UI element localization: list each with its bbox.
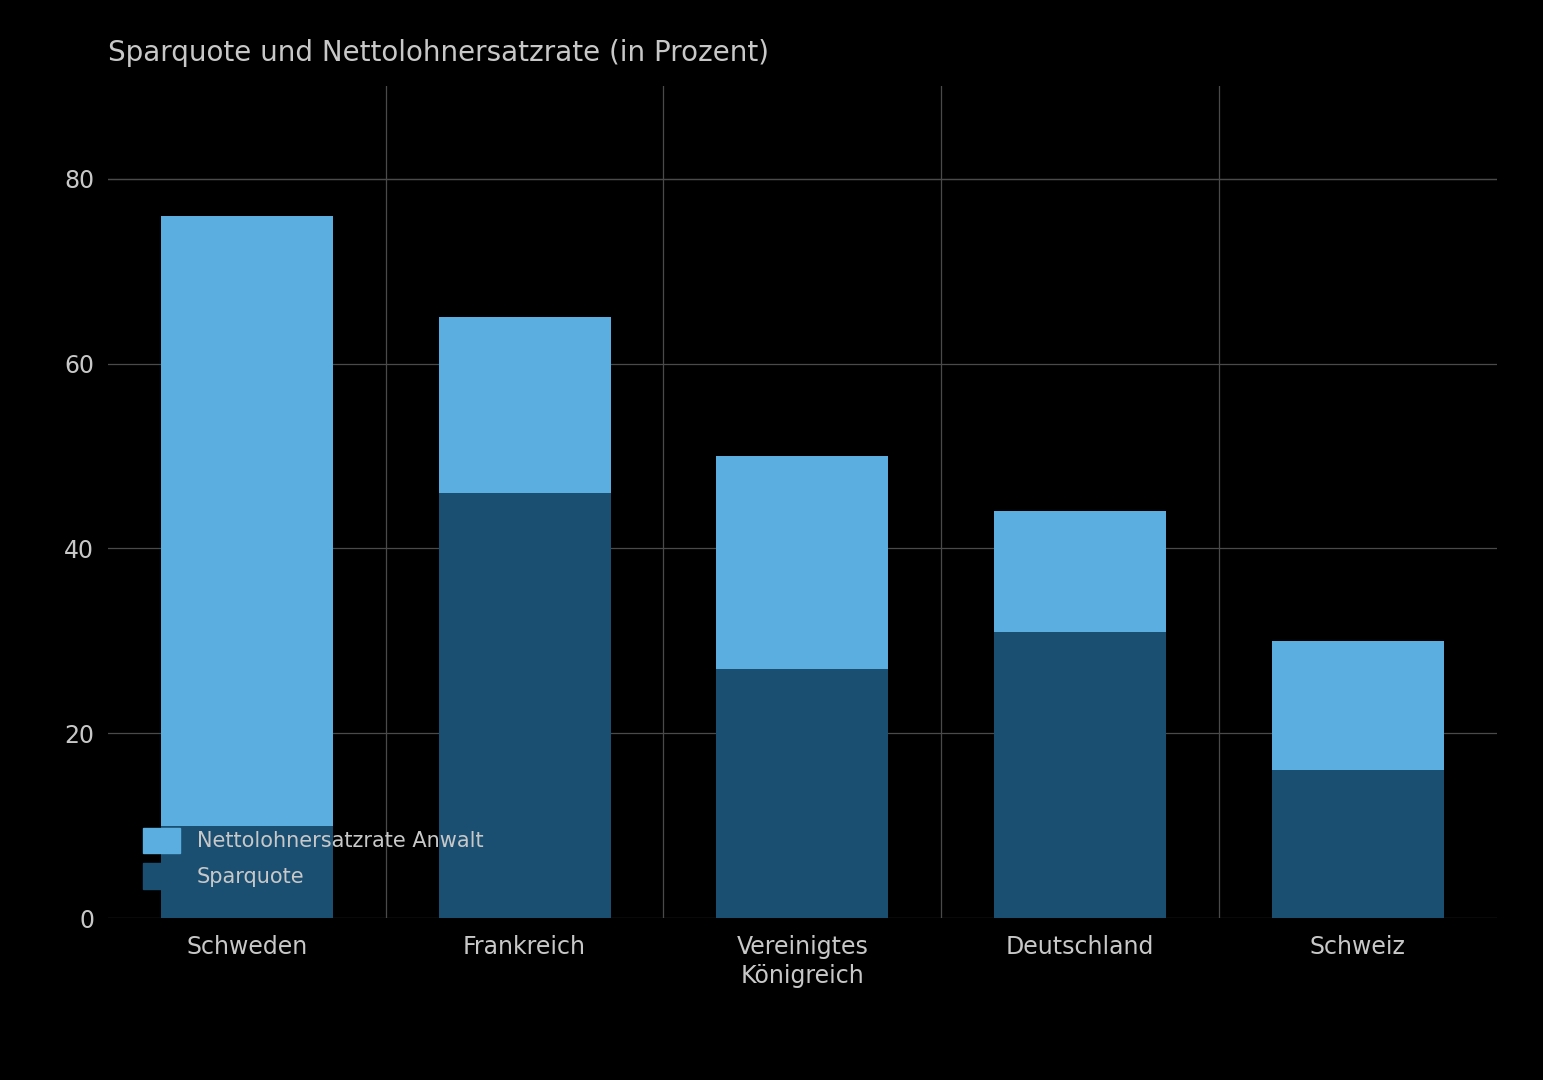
- Text: Sparquote und Nettolohnersatzrate (in Prozent): Sparquote und Nettolohnersatzrate (in Pr…: [108, 39, 768, 67]
- Bar: [994, 512, 1167, 632]
- Bar: [994, 632, 1167, 918]
- Legend: Nettolohnersatzrate Anwalt, Sparquote: Nettolohnersatzrate Anwalt, Sparquote: [133, 818, 494, 900]
- Bar: [160, 825, 333, 918]
- Bar: [438, 492, 611, 918]
- Bar: [716, 669, 889, 918]
- Bar: [160, 216, 333, 825]
- Bar: [1271, 640, 1444, 770]
- Bar: [438, 318, 611, 492]
- Bar: [716, 456, 889, 669]
- Bar: [1271, 770, 1444, 918]
